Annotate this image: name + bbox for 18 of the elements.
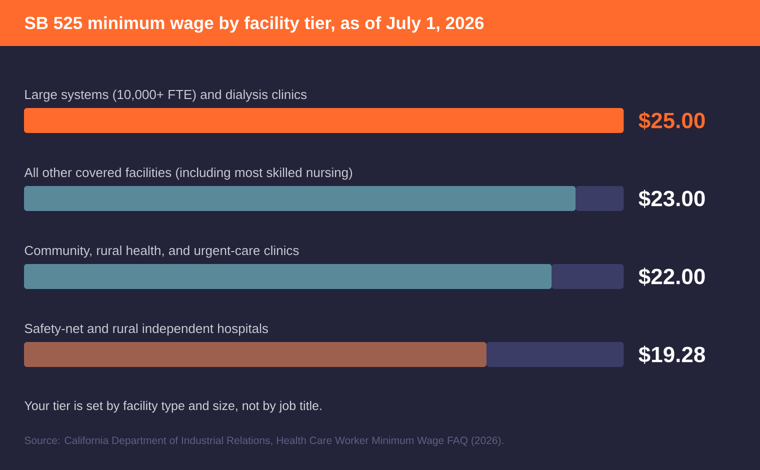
chart-title: SB 525 minimum wage by facility tier, as of July 1, 2026 — [24, 16, 484, 33]
y-tick-label: Safety-net and rural independent hospitals — [24, 324, 268, 336]
data-label: $19.28 — [638, 346, 705, 364]
text: Your tier is set by facility type and size, not by job title. — [24, 400, 322, 413]
bar — [552, 264, 624, 289]
data-label: $25.00 — [638, 112, 705, 130]
data-label: $23.00 — [638, 190, 705, 208]
y-tick-label: Community, rural health, and urgent-care clinics — [24, 246, 299, 258]
bar — [24, 342, 486, 367]
data-label: $22.00 — [638, 268, 705, 286]
bar — [24, 264, 552, 289]
bar — [486, 342, 624, 367]
source-note: Source: California Department of Industrial Relations, Health Care Worker Minimum Wage FAQ (2026). — [24, 436, 504, 446]
bar — [24, 108, 624, 133]
bar — [24, 186, 576, 211]
y-tick-label: All other covered facilities (including most skilled nursing) — [24, 168, 352, 180]
bar — [576, 186, 624, 211]
y-tick-label: Large systems (10,000+ FTE) and dialysis clinics — [25, 90, 307, 102]
